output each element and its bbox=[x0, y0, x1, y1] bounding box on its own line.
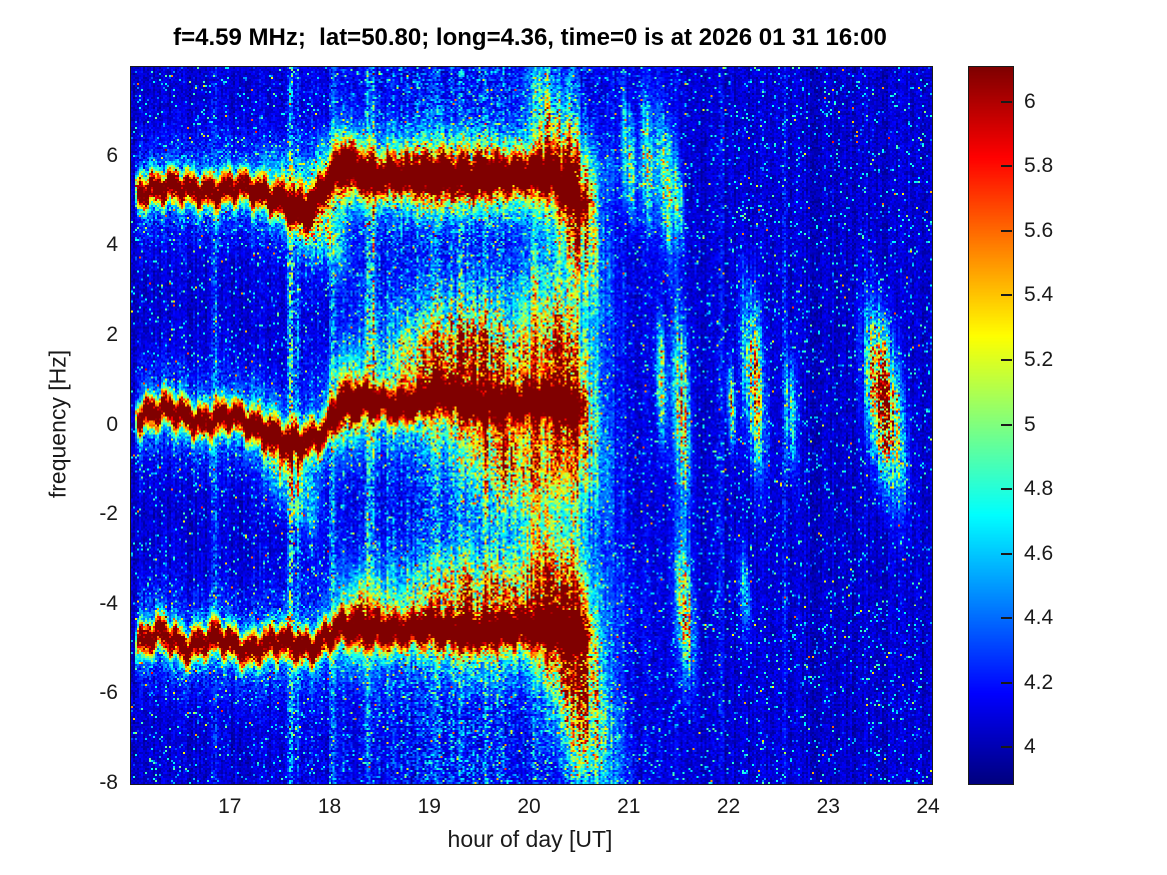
colorbar-tick-mark bbox=[1001, 552, 1012, 555]
x-tick-label: 22 bbox=[716, 795, 741, 818]
y-tick-label: 0 bbox=[106, 412, 118, 436]
colorbar-tick-label: 5.8 bbox=[1024, 154, 1054, 178]
colorbar-gradient bbox=[968, 66, 1014, 785]
colorbar-tick-mark bbox=[1001, 617, 1012, 620]
colorbar-tick-label: 5.4 bbox=[1024, 283, 1054, 307]
y-axis-label: frequency [Hz] bbox=[44, 349, 71, 499]
colorbar-tick-label: 4.6 bbox=[1024, 541, 1054, 565]
colorbar-tick-label: 5 bbox=[1024, 412, 1036, 436]
y-tick-label: -2 bbox=[99, 502, 118, 526]
x-tick-label: 24 bbox=[916, 795, 940, 818]
colorbar-tick-mark bbox=[1001, 358, 1012, 361]
colorbar-tick-mark bbox=[1001, 681, 1012, 684]
colorbar-tick-label: 4.8 bbox=[1024, 477, 1054, 501]
x-tick-label: 19 bbox=[417, 795, 441, 818]
x-tick-label: 18 bbox=[317, 795, 342, 818]
colorbar-tick-mark bbox=[1001, 100, 1012, 103]
colorbar-tick-label: 6 bbox=[1024, 89, 1036, 113]
colorbar-tick-mark bbox=[1001, 488, 1012, 491]
x-tick-label: 21 bbox=[617, 795, 641, 818]
chart-title: f=4.59 MHz; lat=50.80; long=4.36, time=0… bbox=[173, 24, 887, 51]
y-tick-label: 4 bbox=[106, 233, 118, 257]
x-tick-label: 17 bbox=[218, 795, 242, 818]
colorbar-tick-mark bbox=[1001, 229, 1012, 232]
colorbar-tick-mark bbox=[1001, 294, 1012, 297]
y-tick-label: 6 bbox=[106, 143, 118, 167]
y-tick-label: -6 bbox=[99, 681, 118, 705]
colorbar-tick-mark bbox=[1001, 423, 1012, 426]
colorbar-tick-label: 5.6 bbox=[1024, 218, 1054, 242]
spectrogram-heatmap bbox=[130, 66, 933, 785]
colorbar-tick-label: 5.2 bbox=[1024, 347, 1054, 371]
y-tick-label: -8 bbox=[99, 771, 118, 794]
y-tick-label: -4 bbox=[99, 591, 118, 615]
y-tick-label: 2 bbox=[106, 322, 118, 346]
colorbar-tick-label: 4 bbox=[1024, 735, 1036, 759]
colorbar-tick-mark bbox=[1001, 746, 1012, 749]
colorbar-tick-label: 4.4 bbox=[1024, 606, 1054, 630]
colorbar-tick-label: 4.2 bbox=[1024, 670, 1054, 694]
colorbar-tick-mark bbox=[1001, 165, 1012, 168]
x-tick-label: 20 bbox=[517, 795, 541, 818]
x-tick-label: 23 bbox=[816, 795, 840, 818]
x-axis-label: hour of day [UT] bbox=[447, 826, 613, 852]
